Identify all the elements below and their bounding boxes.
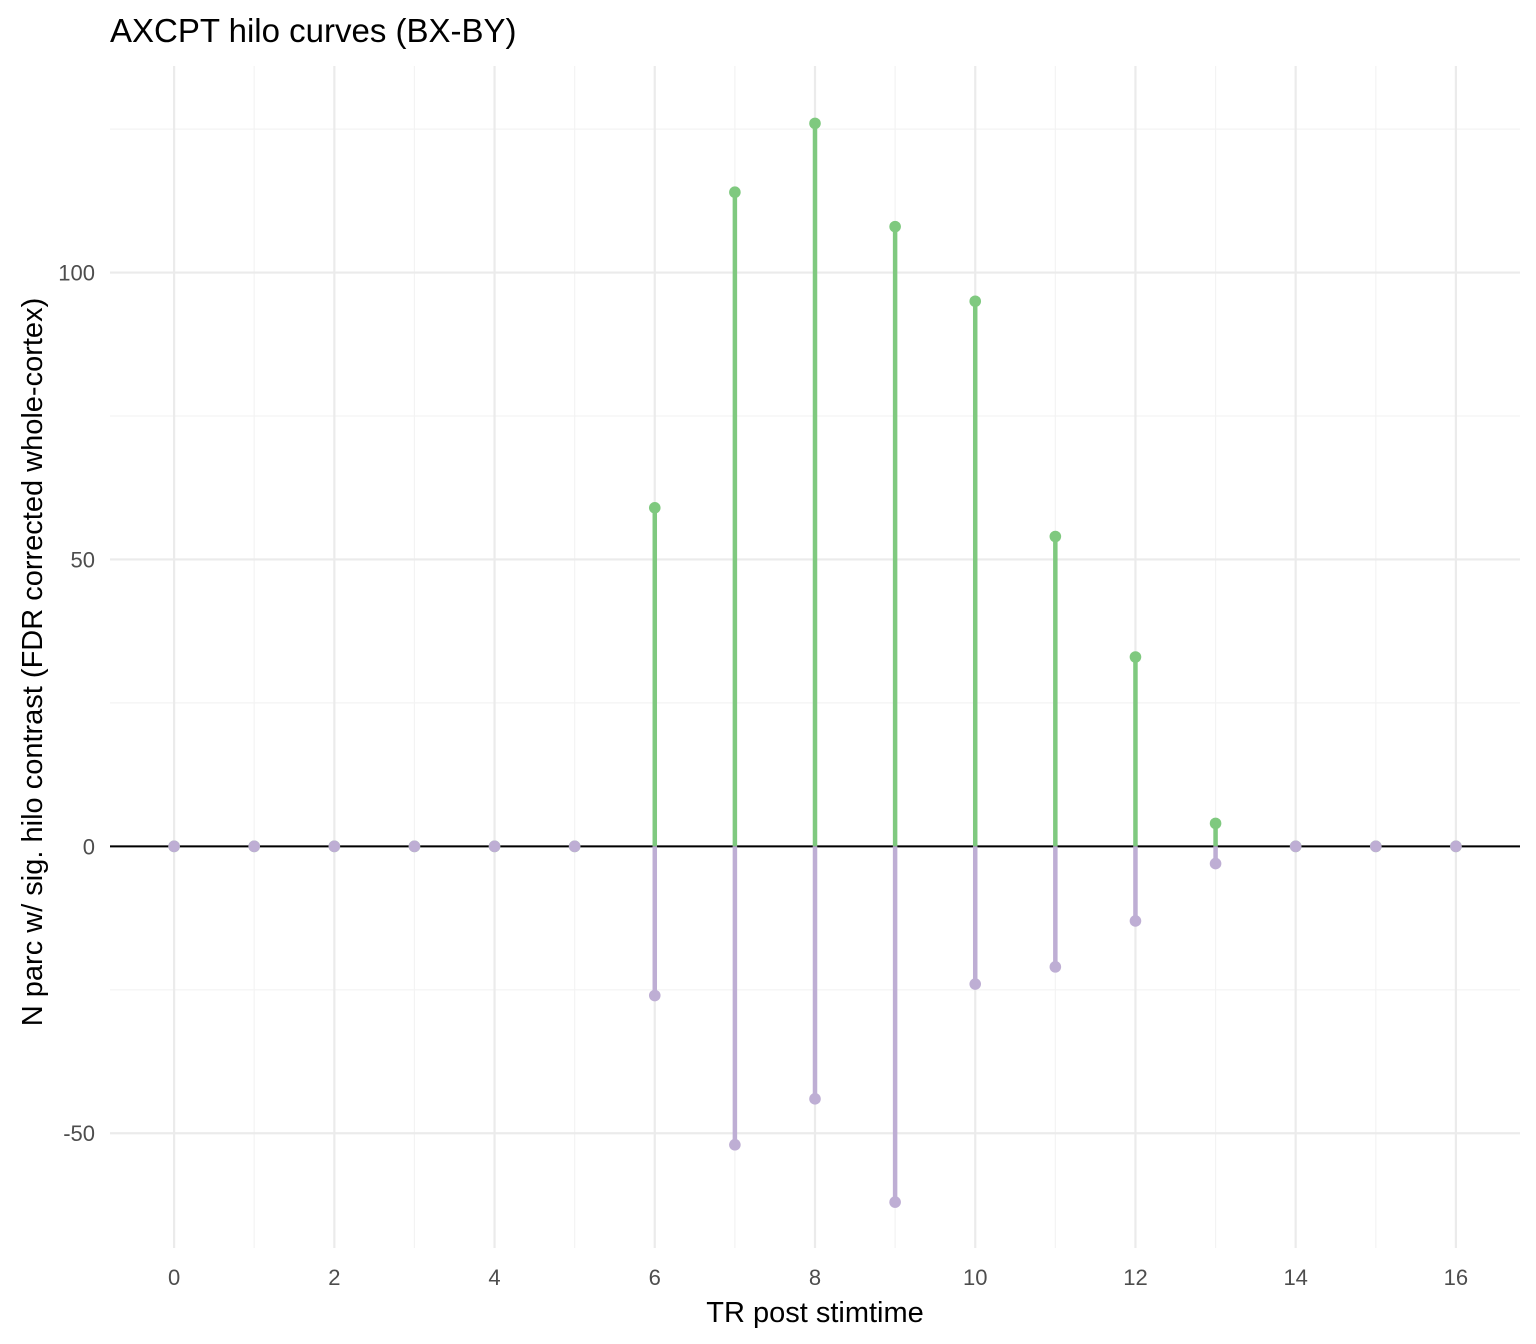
data-point (1369, 840, 1382, 853)
x-tick-label: 4 (488, 1265, 500, 1290)
lollipop-stems (652, 123, 1218, 1203)
x-tick-label: 6 (649, 1265, 661, 1290)
x-tick-label: 2 (328, 1265, 340, 1290)
data-point (1049, 961, 1062, 973)
x-tick-label: 16 (1444, 1265, 1468, 1290)
data-point (889, 220, 901, 233)
data-point (729, 186, 741, 199)
data-point (248, 840, 261, 853)
x-tick-label: 12 (1123, 1265, 1147, 1290)
data-point (1209, 857, 1222, 870)
data-point (1289, 840, 1302, 853)
data-point (969, 295, 982, 308)
data-point (1209, 817, 1222, 830)
data-point (328, 840, 341, 853)
y-tick-label: -50 (63, 1121, 95, 1146)
data-point (1049, 530, 1062, 543)
y-tick-labels: -50 0 50 100 (58, 261, 95, 1147)
x-tick-label: 10 (963, 1265, 987, 1290)
x-tick-label: 14 (1283, 1265, 1307, 1290)
data-point (648, 502, 661, 514)
data-point (729, 1138, 741, 1151)
data-point (568, 840, 581, 853)
x-tick-label: 8 (809, 1265, 821, 1290)
data-point (1129, 915, 1142, 927)
x-axis-title: TR post stimtime (706, 1297, 924, 1329)
data-point (168, 840, 180, 853)
data-point (1129, 651, 1142, 663)
lollipop-points (168, 117, 1462, 1208)
data-point (809, 1093, 821, 1105)
major-gridlines (110, 66, 1520, 1248)
data-point (889, 1196, 901, 1208)
y-tick-label: 0 (83, 834, 95, 859)
chart-title: AXCPT hilo curves (BX-BY) (110, 12, 517, 49)
data-point (488, 840, 501, 853)
y-axis-title: N parc w/ sig. hilo contrast (FDR correc… (17, 298, 49, 1026)
data-point (408, 840, 421, 853)
y-tick-label: 50 (71, 547, 95, 572)
data-point (969, 978, 982, 990)
y-tick-label: 100 (58, 261, 95, 286)
x-tick-label: 0 (168, 1265, 180, 1290)
x-tick-labels: 0 2 4 6 8 10 12 14 16 (168, 1265, 1468, 1290)
data-point (1450, 840, 1462, 853)
data-point (648, 989, 661, 1002)
data-point (809, 117, 821, 130)
